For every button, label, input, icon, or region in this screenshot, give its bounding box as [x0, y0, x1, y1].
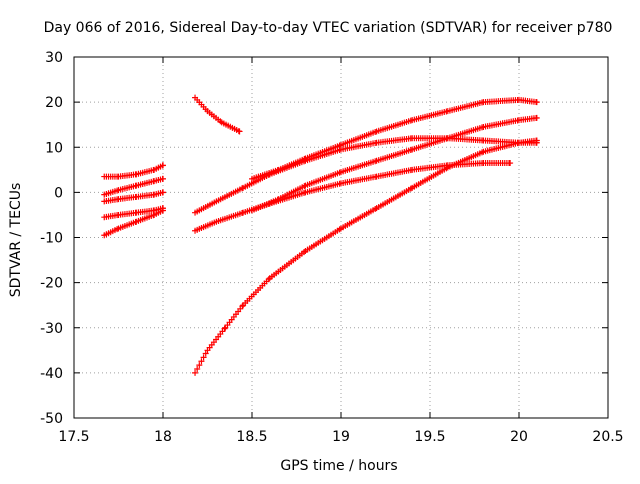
- y-axis-label: SDTVAR / TECUs: [8, 183, 24, 298]
- x-tick-label: 19.5: [414, 429, 445, 445]
- data-point: [196, 362, 203, 369]
- x-tick-label: 19: [332, 429, 350, 445]
- series-11: [192, 137, 540, 376]
- data-point: [265, 276, 272, 283]
- data-point: [533, 137, 540, 144]
- series-6: [192, 94, 243, 135]
- tick-labels: 17.5 18 18.5 19 19.5 20 20.5 -50 -40 -30 -20 -10 0 10…: [40, 50, 623, 445]
- y-tick-label: -20: [40, 276, 63, 292]
- y-tick-label: -50: [40, 411, 63, 427]
- data-point: [160, 207, 166, 214]
- data-point: [160, 162, 166, 169]
- chart-title: Day 066 of 2016, Sidereal Day-to-day VTE…: [44, 20, 613, 36]
- series-5: [101, 207, 166, 239]
- data-point: [239, 303, 246, 310]
- data-point: [200, 354, 207, 361]
- grid: [74, 57, 608, 418]
- data-point: [202, 350, 209, 357]
- series-9: [249, 96, 540, 182]
- data-point: [198, 358, 205, 365]
- x-axis-label: GPS time / hours: [280, 458, 397, 474]
- data-point: [160, 175, 166, 182]
- y-tick-label: 30: [45, 50, 63, 66]
- series-2: [101, 175, 166, 198]
- data-point: [194, 366, 201, 373]
- data-point: [533, 99, 540, 106]
- y-tick-label: 10: [45, 140, 63, 156]
- data-point: [192, 369, 199, 376]
- series-10: [249, 114, 540, 214]
- y-tick-label: -30: [40, 321, 63, 337]
- series-3: [101, 189, 166, 205]
- series-1: [101, 162, 166, 180]
- y-tick-label: -40: [40, 366, 63, 382]
- y-tick-label: -10: [40, 231, 63, 247]
- x-tick-label: 18.5: [236, 429, 267, 445]
- data-points: [101, 94, 540, 376]
- x-tick-label: 20: [510, 429, 528, 445]
- series-7: [192, 135, 540, 216]
- y-tick-label: 0: [54, 185, 63, 201]
- x-tick-label: 20.5: [592, 429, 623, 445]
- x-tick-label: 18: [154, 429, 172, 445]
- data-point: [533, 114, 540, 121]
- axes: [73, 56, 609, 419]
- data-point: [160, 189, 166, 196]
- data-point: [507, 160, 514, 167]
- x-tick-label: 17.5: [58, 429, 89, 445]
- y-tick-label: 20: [45, 95, 63, 111]
- data-point: [221, 325, 228, 332]
- data-point: [236, 128, 243, 135]
